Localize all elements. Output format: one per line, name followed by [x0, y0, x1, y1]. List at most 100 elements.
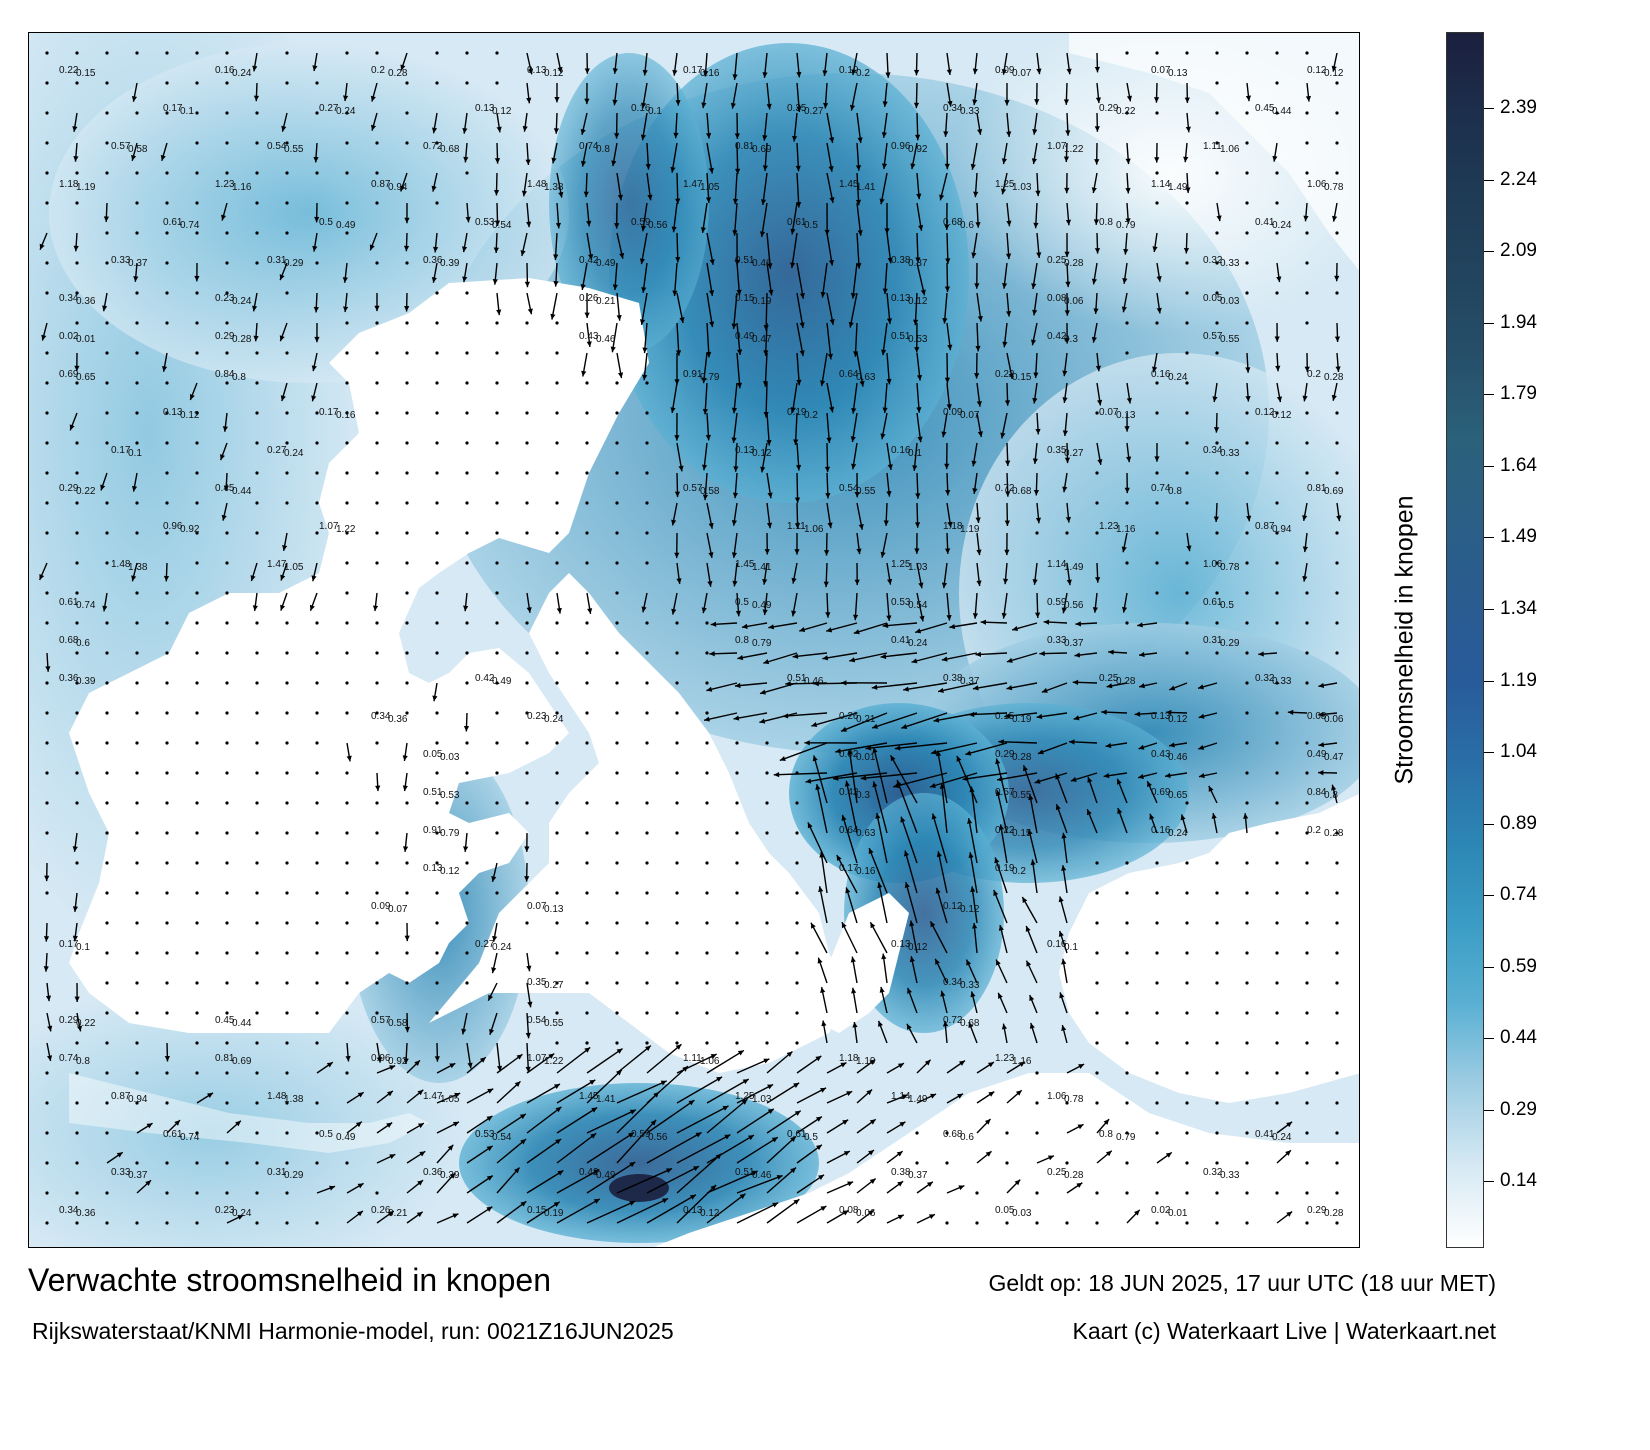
current-arrow-head [852, 614, 859, 621]
grid-dot [555, 321, 559, 325]
colorbar-tick-label: 1.79 [1500, 383, 1537, 405]
grid-dot [495, 771, 499, 775]
speed-label: 0.8 [1099, 1129, 1113, 1140]
speed-label: 0.61 [1203, 597, 1223, 608]
speed-label: 0.74 [180, 1132, 200, 1143]
grid-dot [375, 561, 379, 565]
current-arrow-head [1061, 1025, 1067, 1031]
grid-dot [525, 321, 529, 325]
current-arrow-head [1004, 549, 1010, 556]
grid-dot [45, 711, 49, 715]
current-arrow [796, 322, 804, 357]
current-arrow [616, 1091, 660, 1134]
grid-dot [495, 621, 499, 625]
current-arrow-head [695, 1132, 702, 1138]
current-arrow-head [616, 315, 622, 321]
grid-dot [195, 1161, 199, 1165]
current-arrow [994, 857, 1008, 894]
current-arrow-head [734, 259, 740, 266]
current-arrow [914, 622, 948, 634]
current-arrow [586, 1069, 623, 1104]
current-arrow-head [710, 1184, 717, 1191]
grid-dot [735, 861, 739, 865]
current-arrow-head [1165, 772, 1171, 779]
current-arrow [910, 920, 918, 954]
current-arrow-head [1062, 486, 1068, 493]
grid-dot [1335, 531, 1339, 535]
current-arrow-head [947, 100, 953, 107]
grid-dot [375, 261, 379, 265]
grid-dot [285, 51, 289, 55]
grid-dot [375, 831, 379, 835]
speed-label: 0.37 [128, 1170, 148, 1181]
speed-label: 0.07 [960, 410, 980, 421]
speed-label: 0.09 [995, 65, 1015, 76]
grid-dot [405, 561, 409, 565]
current-arrow-head [513, 1167, 520, 1174]
current-arrow-head [846, 1091, 853, 1096]
current-arrow [496, 1200, 527, 1224]
speed-label: 0.36 [423, 255, 443, 266]
grid-dot [255, 501, 259, 505]
current-arrow-head [1065, 219, 1072, 226]
grid-dot [675, 861, 679, 865]
current-arrow [956, 755, 978, 804]
current-arrow-head [1246, 515, 1252, 522]
speed-label: 0.92 [908, 144, 928, 155]
speed-label: 0.72 [995, 483, 1015, 494]
current-arrow-head [795, 165, 801, 172]
speed-label: 0.68 [960, 1018, 980, 1029]
grid-dot [1275, 831, 1279, 835]
current-arrow-head [882, 288, 888, 295]
current-arrow-head [944, 224, 950, 231]
grid-dot [585, 441, 589, 445]
current-arrow-head [736, 382, 743, 389]
current-arrow-head [776, 1175, 783, 1180]
current-arrow-head [1126, 456, 1132, 463]
map-panel[interactable]: 0.22 0.15 0.16 0.24 0.2 0.28 0.13 0.12 0.17 0.16 0… [28, 32, 1360, 1248]
grid-dot [105, 1221, 109, 1225]
grid-dot [135, 111, 139, 115]
current-arrow-head [486, 1145, 493, 1152]
speed-label: 0.12 [752, 448, 772, 459]
current-arrow-head [805, 778, 812, 784]
current-arrow [766, 1110, 802, 1134]
current-arrow [706, 1134, 755, 1164]
grid-dot [1245, 1221, 1249, 1225]
speed-label: 0.33 [1272, 676, 1292, 687]
grid-dot [135, 531, 139, 535]
grid-dot [135, 1071, 139, 1075]
grid-dot [585, 1041, 589, 1045]
speed-label: 0.34 [59, 1205, 79, 1216]
current-arrow [676, 1105, 729, 1134]
speed-label: 0.33 [1220, 1170, 1240, 1181]
current-arrow-head [762, 609, 768, 616]
grid-dot [75, 171, 79, 175]
speed-label: 1.41 [856, 182, 876, 193]
grid-dot [465, 471, 469, 475]
grid-dot [1155, 891, 1159, 895]
grid-dot [255, 1041, 259, 1045]
speed-label: 0.29 [1099, 103, 1119, 114]
current-arrow-head [851, 987, 857, 994]
grid-dot [285, 1071, 289, 1075]
current-arrow-head [207, 1092, 213, 1098]
speed-label: 0.51 [735, 1167, 755, 1178]
speed-label: 0.94 [388, 182, 408, 193]
speed-label: 1.16 [1116, 524, 1136, 535]
current-arrow-head [1008, 373, 1014, 380]
current-arrow-head [941, 582, 948, 589]
current-arrow-head [1183, 156, 1189, 163]
grid-dot [1245, 321, 1249, 325]
speed-label: 0.1 [76, 942, 90, 953]
current-arrow-head [345, 1055, 351, 1062]
grid-dot [615, 1011, 619, 1015]
grid-dot [75, 1041, 79, 1045]
current-arrow-head [520, 250, 526, 256]
grid-dot [1335, 591, 1339, 595]
grid-dot [465, 501, 469, 505]
grid-dot [135, 651, 139, 655]
current-arrow-head [645, 1045, 651, 1052]
grid-dot [675, 651, 679, 655]
grid-dot [225, 531, 229, 535]
